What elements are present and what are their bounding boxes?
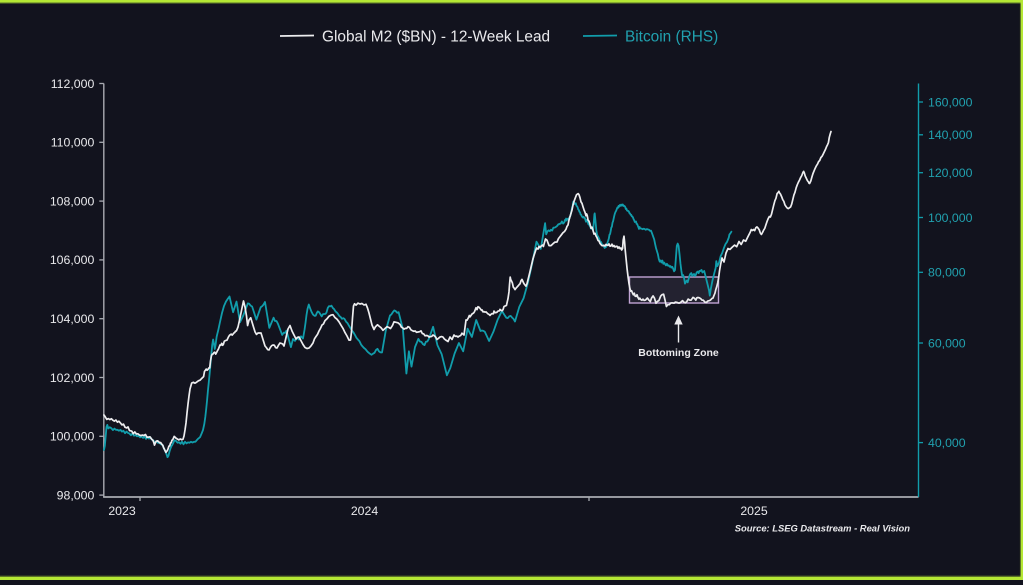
svg-text:104,000: 104,000 [50,312,95,326]
svg-text:40,000: 40,000 [928,436,966,450]
svg-text:100,000: 100,000 [50,430,95,444]
svg-text:Global M2 ($BN) - 12-Week Lead: Global M2 ($BN) - 12-Week Lead [322,28,550,45]
svg-text:106,000: 106,000 [50,253,95,267]
svg-text:98,000: 98,000 [57,488,95,502]
svg-text:Source: LSEG Datastream - Real: Source: LSEG Datastream - Real Vision [735,523,911,534]
svg-text:102,000: 102,000 [50,371,95,385]
svg-text:2024: 2024 [351,504,379,518]
svg-text:2023: 2023 [108,504,136,518]
svg-text:140,000: 140,000 [928,128,973,142]
svg-text:80,000: 80,000 [928,266,966,280]
svg-text:112,000: 112,000 [51,77,95,91]
svg-text:Bitcoin (RHS): Bitcoin (RHS) [625,28,718,45]
svg-text:120,000: 120,000 [928,166,973,180]
svg-text:60,000: 60,000 [928,336,966,350]
svg-text:160,000: 160,000 [928,95,973,109]
svg-text:Bottoming Zone: Bottoming Zone [638,347,719,359]
svg-text:2025: 2025 [740,504,768,518]
svg-text:100,000: 100,000 [928,211,973,225]
svg-text:110,000: 110,000 [51,136,95,150]
svg-text:108,000: 108,000 [50,194,95,208]
